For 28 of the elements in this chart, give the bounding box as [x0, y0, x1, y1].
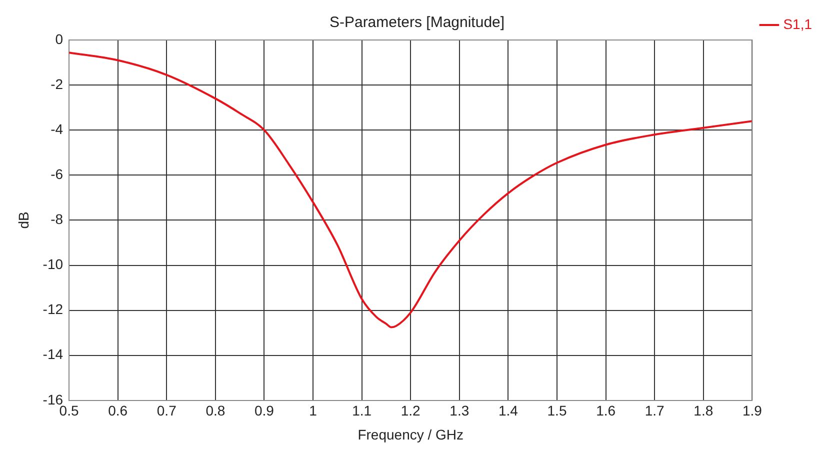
y-tick-label: -16 [42, 391, 64, 408]
y-axis-title: dB [15, 212, 32, 229]
x-tick-label: 1 [309, 402, 318, 419]
x-tick-label: 0.9 [254, 402, 274, 419]
line-series [69, 52, 752, 328]
x-tick-label: 0.7 [156, 402, 177, 419]
x-tick-label: 1.2 [400, 402, 421, 419]
chart-title: S-Parameters [Magnitude] [329, 14, 505, 32]
y-tick-label: -10 [42, 256, 64, 272]
x-tick-label: 1.3 [450, 402, 470, 419]
x-tick-label: 0.8 [206, 402, 226, 419]
x-tick-label: 1.9 [742, 402, 762, 419]
x-tick-label: 1.1 [352, 402, 372, 419]
y-tick-label: -2 [50, 76, 64, 92]
legend-label: S1,1 [783, 16, 812, 32]
x-axis-title: Frequency / GHz [358, 426, 464, 442]
y-tick-label: -8 [50, 211, 64, 228]
y-tick-label: -12 [42, 301, 64, 318]
x-tick-label: 1.6 [596, 402, 616, 419]
y-tick-label: -14 [42, 346, 64, 362]
x-tick-label: 1.5 [547, 402, 567, 419]
y-tick-label: 0 [55, 30, 64, 47]
x-tick-label: 1.8 [694, 402, 714, 419]
y-tick-label: -4 [50, 120, 64, 137]
x-tick-label: 1.4 [498, 402, 518, 419]
y-tick-label: -6 [50, 166, 64, 182]
x-tick-label: 1.7 [644, 402, 665, 419]
x-tick-label: 0.6 [108, 402, 128, 419]
